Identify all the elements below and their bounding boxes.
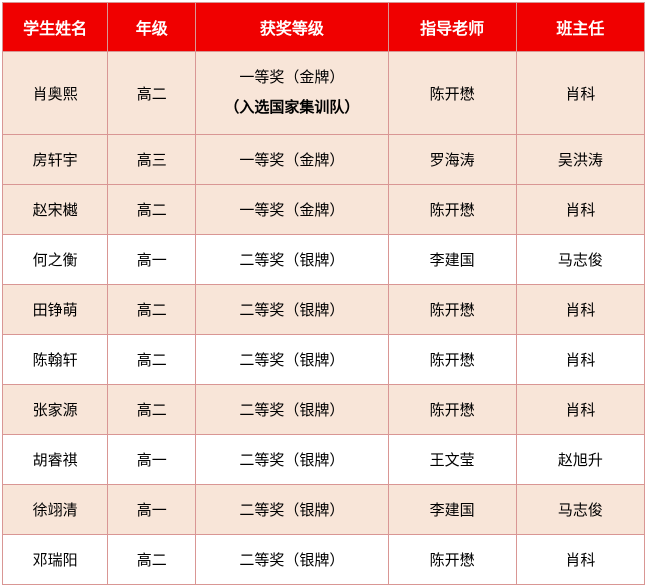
cell-award: 二等奖（银牌） — [196, 335, 388, 385]
cell-student-name: 徐翊清 — [3, 485, 108, 535]
cell-head-teacher: 肖科 — [516, 52, 644, 135]
cell-head-teacher: 马志俊 — [516, 235, 644, 285]
cell-grade: 高二 — [108, 335, 196, 385]
cell-grade: 高一 — [108, 485, 196, 535]
cell-award: 二等奖（银牌） — [196, 435, 388, 485]
cell-head-teacher: 肖科 — [516, 385, 644, 435]
table-row: 邓瑞阳高二二等奖（银牌）陈开懋肖科 — [3, 535, 645, 585]
cell-student-name: 张家源 — [3, 385, 108, 435]
table-row: 赵宋樾高二一等奖（金牌）陈开懋肖科 — [3, 185, 645, 235]
cell-award: 二等奖（银牌） — [196, 235, 388, 285]
cell-student-name: 田铮萌 — [3, 285, 108, 335]
col-header-grade: 年级 — [108, 3, 196, 52]
cell-student-name: 肖奥熙 — [3, 52, 108, 135]
cell-grade: 高一 — [108, 235, 196, 285]
cell-teacher: 陈开懋 — [388, 285, 516, 335]
table-row: 田铮萌高二二等奖（银牌）陈开懋肖科 — [3, 285, 645, 335]
table-header-row: 学生姓名 年级 获奖等级 指导老师 班主任 — [3, 3, 645, 52]
table-row: 张家源高二二等奖（银牌）陈开懋肖科 — [3, 385, 645, 435]
cell-award: 一等奖（金牌） — [196, 135, 388, 185]
cell-grade: 高二 — [108, 385, 196, 435]
cell-grade: 高二 — [108, 185, 196, 235]
cell-teacher: 陈开懋 — [388, 52, 516, 135]
col-header-award: 获奖等级 — [196, 3, 388, 52]
cell-grade: 高一 — [108, 435, 196, 485]
table-row: 胡睿祺高一二等奖（银牌）王文莹赵旭升 — [3, 435, 645, 485]
cell-head-teacher: 肖科 — [516, 335, 644, 385]
cell-award: 二等奖（银牌） — [196, 285, 388, 335]
cell-student-name: 何之衡 — [3, 235, 108, 285]
cell-head-teacher: 赵旭升 — [516, 435, 644, 485]
cell-award: 一等奖（金牌） （入选国家集训队） — [196, 52, 388, 135]
cell-grade: 高二 — [108, 285, 196, 335]
cell-teacher: 李建国 — [388, 235, 516, 285]
cell-head-teacher: 肖科 — [516, 285, 644, 335]
table-row: 何之衡高一二等奖（银牌）李建国马志俊 — [3, 235, 645, 285]
cell-head-teacher: 马志俊 — [516, 485, 644, 535]
table-row: 房轩宇高三一等奖（金牌）罗海涛吴洪涛 — [3, 135, 645, 185]
table-body: 肖奥熙高二一等奖（金牌）（入选国家集训队）陈开懋肖科房轩宇高三一等奖（金牌）罗海… — [3, 52, 645, 585]
cell-student-name: 邓瑞阳 — [3, 535, 108, 585]
cell-grade: 高三 — [108, 135, 196, 185]
col-header-name: 学生姓名 — [3, 3, 108, 52]
cell-student-name: 房轩宇 — [3, 135, 108, 185]
cell-student-name: 赵宋樾 — [3, 185, 108, 235]
cell-teacher: 陈开懋 — [388, 385, 516, 435]
cell-teacher: 李建国 — [388, 485, 516, 535]
cell-student-name: 陈翰轩 — [3, 335, 108, 385]
cell-grade: 高二 — [108, 535, 196, 585]
table-row: 肖奥熙高二一等奖（金牌） （入选国家集训队）陈开懋肖科 — [3, 52, 645, 135]
awards-table: 学生姓名 年级 获奖等级 指导老师 班主任 肖奥熙高二一等奖（金牌）（入选国家集… — [2, 2, 645, 585]
cell-teacher: 陈开懋 — [388, 335, 516, 385]
award-main-text: 一等奖（金牌） — [200, 66, 383, 90]
cell-award: 二等奖（银牌） — [196, 385, 388, 435]
table-row: 陈翰轩高二二等奖（银牌）陈开懋肖科 — [3, 335, 645, 385]
cell-grade: 高二 — [108, 52, 196, 135]
cell-head-teacher: 肖科 — [516, 535, 644, 585]
cell-award: 一等奖（金牌） — [196, 185, 388, 235]
col-header-teacher: 指导老师 — [388, 3, 516, 52]
cell-award: 二等奖（银牌） — [196, 485, 388, 535]
cell-teacher: 罗海涛 — [388, 135, 516, 185]
cell-teacher: 王文莹 — [388, 435, 516, 485]
cell-award: 二等奖（银牌） — [196, 535, 388, 585]
cell-head-teacher: 吴洪涛 — [516, 135, 644, 185]
cell-student-name: 胡睿祺 — [3, 435, 108, 485]
cell-teacher: 陈开懋 — [388, 185, 516, 235]
table-row: 徐翊清高一二等奖（银牌）李建国马志俊 — [3, 485, 645, 535]
cell-head-teacher: 肖科 — [516, 185, 644, 235]
cell-teacher: 陈开懋 — [388, 535, 516, 585]
col-header-head: 班主任 — [516, 3, 644, 52]
award-sub-text: （入选国家集训队） — [200, 96, 383, 120]
